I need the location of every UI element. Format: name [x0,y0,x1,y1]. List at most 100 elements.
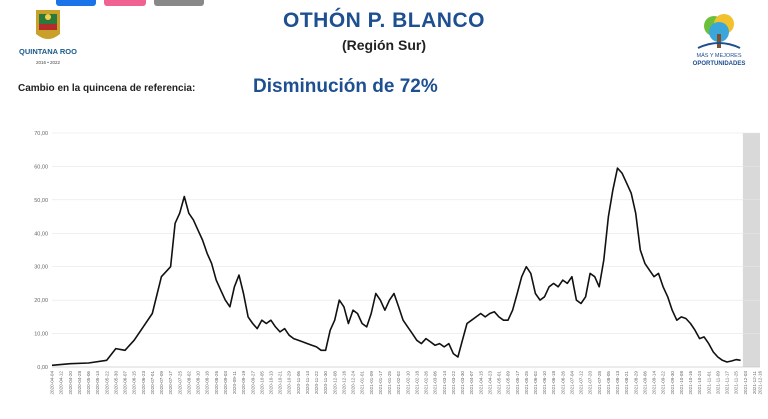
x-tick-label: 2020-09-11 [232,371,237,395]
toolbar-blue-button[interactable] [56,0,96,6]
x-tick-label: 2020-12-08 [332,371,337,395]
x-tick-label: 2021-06-18 [551,371,556,395]
x-tick-label: 2021-04-23 [487,371,492,395]
change-label: Cambio en la quincena de referencia: [18,83,196,94]
change-value: Disminución de 72% [253,76,438,97]
x-tick-label: 2020-05-22 [104,371,109,395]
left-logo: QUINTANA ROO 2016 • 2022 [12,8,84,68]
x-tick-label: 2021-02-02 [396,371,401,395]
x-tick-label: 2020-07-09 [159,371,164,395]
x-tick-label: 2021-04-07 [469,371,474,395]
x-tick-label: 2021-07-20 [588,371,593,395]
x-tick-label: 2021-07-12 [579,371,584,395]
x-tick-label: 2020-06-15 [132,371,137,395]
x-tick-label: 2020-11-30 [323,371,328,395]
x-tick-label: 2020-07-01 [150,371,155,395]
x-tick-label: 2020-10-05 [259,371,264,395]
x-tick-label: 2020-05-30 [113,371,118,395]
x-tick-label: 2021-03-30 [460,371,465,395]
x-tick-label: 2021-12-11 [752,371,757,395]
x-tick-label: 2020-07-17 [168,371,173,395]
top-bar [0,0,768,8]
x-tick-label: 2020-08-26 [214,371,219,395]
x-tick-label: 2021-11-17 [725,371,730,395]
toolbar-pink-button[interactable] [104,0,146,6]
x-tick-label: 2021-04-15 [478,371,483,395]
x-tick-label: 2021-08-21 [624,371,629,395]
x-tick-label: 2021-01-01 [360,371,365,395]
x-tick-label: 2021-09-22 [661,371,666,395]
x-tick-label: 2021-11-25 [734,371,739,395]
x-tick-label: 2020-08-02 [186,371,191,395]
x-tick-label: 2021-02-26 [424,371,429,395]
toolbar-gray-button[interactable] [154,0,204,6]
shaded-region [742,133,760,367]
right-logo: MÁS Y MEJORES OPORTUNIDADES [684,8,754,68]
x-tick-label: 2020-05-06 [86,371,91,395]
y-tick-label: 30,00 [34,265,48,271]
x-tick-label: 2020-11-06 [296,371,301,395]
right-logo-line2: OPORTUNIDADES [693,61,746,67]
y-tick-label: 0,00 [37,365,48,371]
y-tick-label: 60,00 [34,164,48,170]
x-tick-label: 2020-09-03 [223,371,228,395]
x-tick-label: 2021-06-26 [560,371,565,395]
y-tick-label: 50,00 [34,198,48,204]
x-tick-label: 2021-05-17 [515,371,520,395]
x-tick-label: 2021-06-02 [533,371,538,395]
y-tick-label: 70,00 [34,131,48,137]
page-subtitle: (Región Sur) [342,37,426,53]
x-tick-label: 2020-04-28 [77,371,82,395]
x-tick-label: 2021-03-14 [442,371,447,395]
x-tick-label: 2021-08-05 [606,371,611,395]
x-tick-label: 2020-04-20 [68,371,73,395]
line-chart: 0,00 10,00 20,00 30,00 40,00 50,00 60,00 70,00 2… [34,131,763,395]
x-tick-label: 2021-09-06 [642,371,647,395]
x-tick-label: 2021-03-06 [433,371,438,395]
page-title: OTHÓN P. BLANCO [283,9,485,32]
series-line [51,167,741,367]
x-tick-label: 2021-12-03 [743,371,748,395]
x-tick-label: 2021-07-28 [597,371,602,395]
y-tick-label: 40,00 [34,231,48,237]
quintana-roo-shield-icon: QUINTANA ROO 2016 • 2022 [19,10,77,65]
x-tick-label: 2020-04-12 [59,371,64,395]
x-tick-label: 2020-06-23 [141,371,146,395]
x-tick-label: 2021-05-01 [497,371,502,395]
x-tick-label: 2021-09-30 [670,371,675,395]
x-tick-label: 2021-11-01 [706,371,711,395]
x-tick-label: 2021-02-10 [405,371,410,395]
x-tick-label: 2021-10-08 [679,371,684,395]
x-tick-label: 2020-09-27 [250,371,255,395]
x-tick-label: 2020-07-25 [177,371,182,395]
y-tick-label: 20,00 [34,298,48,304]
right-logo-line1: MÁS Y MEJORES [696,52,741,59]
x-tick-label: 2021-05-09 [506,371,511,395]
x-tick-label: 2020-12-16 [341,371,346,395]
x-tick-label: 2021-06-10 [542,371,547,395]
x-tick-label: 2021-01-09 [369,371,374,395]
x-tick-label: 2020-11-14 [305,371,310,395]
x-tick-label: 2021-01-25 [387,371,392,395]
x-tick-label: 2021-07-04 [569,371,574,395]
x-tick-label: 2021-10-16 [688,371,693,395]
x-tick-label: 2020-10-13 [268,371,273,395]
x-tick-label: 2020-10-21 [278,371,283,395]
x-tick-label: 2020-11-22 [314,371,319,395]
y-tick-label: 10,00 [34,332,48,338]
x-tick-label: 2020-12-24 [351,371,356,395]
header: QUINTANA ROO 2016 • 2022 OTHÓN P. BLANCO… [0,0,768,70]
x-tick-label: 2021-05-25 [524,371,529,395]
x-tick-label: 2021-01-17 [378,371,383,395]
x-tick-label: 2020-10-29 [287,371,292,395]
x-tick-label: 2020-08-18 [205,371,210,395]
x-tick-label: 2021-10-24 [697,371,702,395]
x-tick-label: 2021-08-29 [633,371,638,395]
x-tick-label: 2020-09-19 [241,371,246,395]
x-tick-label: 2020-06-07 [123,371,128,395]
x-tick-label: 2020-05-14 [95,371,100,395]
x-tick-label: 2021-02-18 [414,371,419,395]
x-tick-label: 2021-12-16 [758,371,763,395]
x-tick-label: 2021-09-14 [652,371,657,395]
left-logo-text: QUINTANA ROO [19,47,77,56]
